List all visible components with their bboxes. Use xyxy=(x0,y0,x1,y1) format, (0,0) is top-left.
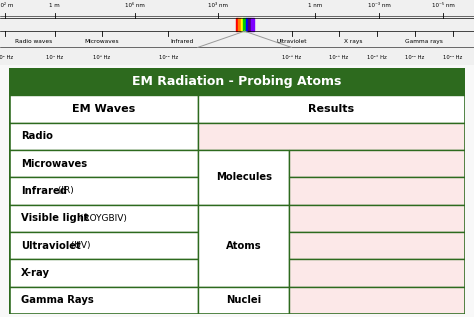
Text: Ultraviolet: Ultraviolet xyxy=(21,241,81,250)
Bar xyxy=(9,123,198,150)
Bar xyxy=(289,177,465,205)
Text: 10²⁴ Hz: 10²⁴ Hz xyxy=(443,55,462,60)
Text: Atoms: Atoms xyxy=(226,241,262,250)
Bar xyxy=(248,18,251,31)
Text: Ultraviolet: Ultraviolet xyxy=(276,39,307,44)
Bar xyxy=(289,205,465,232)
Text: Gamma rays: Gamma rays xyxy=(405,39,443,44)
Text: Molecules: Molecules xyxy=(216,172,272,182)
Bar xyxy=(198,205,289,287)
Bar xyxy=(9,177,198,205)
Text: 10² m: 10² m xyxy=(0,3,13,8)
Bar xyxy=(236,18,238,31)
Text: 10⁻⁵ nm: 10⁻⁵ nm xyxy=(432,3,455,8)
Bar xyxy=(251,18,254,31)
Text: Nuclei: Nuclei xyxy=(226,295,261,305)
Text: Microwaves: Microwaves xyxy=(84,39,119,44)
Text: 10³ nm: 10³ nm xyxy=(208,3,228,8)
Bar xyxy=(243,18,246,31)
Text: 10¹² Hz: 10¹² Hz xyxy=(159,55,178,60)
Text: Visible light: Visible light xyxy=(21,213,89,223)
Text: EM Waves: EM Waves xyxy=(72,104,136,114)
Text: Microwaves: Microwaves xyxy=(21,159,87,169)
Text: Gamma Rays: Gamma Rays xyxy=(21,295,93,305)
Bar xyxy=(289,232,465,259)
Bar xyxy=(289,150,465,177)
Text: 1 nm: 1 nm xyxy=(308,3,322,8)
Text: (UV): (UV) xyxy=(68,241,91,250)
Text: 10⁶ Hz: 10⁶ Hz xyxy=(93,55,110,60)
Bar xyxy=(289,259,465,287)
Text: 10²° Hz: 10²° Hz xyxy=(367,55,387,60)
Text: (IR): (IR) xyxy=(55,186,74,196)
Bar xyxy=(9,150,198,177)
Text: 10² Hz: 10² Hz xyxy=(0,55,13,60)
Bar xyxy=(198,150,289,205)
Text: EM Radiation - Probing Atoms: EM Radiation - Probing Atoms xyxy=(132,75,342,88)
Text: (ROYGBIV): (ROYGBIV) xyxy=(77,214,127,223)
Bar xyxy=(9,95,198,123)
Bar xyxy=(9,259,198,287)
Text: 10⁻³ nm: 10⁻³ nm xyxy=(368,3,391,8)
Text: 10⁴ Hz: 10⁴ Hz xyxy=(46,55,63,60)
Bar xyxy=(9,232,198,259)
Text: 1 m: 1 m xyxy=(49,3,60,8)
Bar xyxy=(198,287,289,314)
Bar xyxy=(198,95,465,123)
Bar xyxy=(289,287,465,314)
Text: 10²² Hz: 10²² Hz xyxy=(405,55,424,60)
Text: 10¹⁶ Hz: 10¹⁶ Hz xyxy=(282,55,301,60)
Bar xyxy=(198,123,465,150)
Text: X rays: X rays xyxy=(344,39,363,44)
Bar xyxy=(9,287,198,314)
Text: X-ray: X-ray xyxy=(21,268,50,278)
Bar xyxy=(238,18,241,31)
Text: 10⁶ nm: 10⁶ nm xyxy=(125,3,145,8)
Text: 10¹⁸ Hz: 10¹⁸ Hz xyxy=(329,55,348,60)
Text: Infrared: Infrared xyxy=(171,39,194,44)
Bar xyxy=(246,18,248,31)
Bar xyxy=(9,205,198,232)
Bar xyxy=(241,18,243,31)
Text: Infrared: Infrared xyxy=(21,186,67,196)
Text: Radio: Radio xyxy=(21,132,53,141)
Bar xyxy=(9,68,465,95)
Text: Radio waves: Radio waves xyxy=(15,39,52,44)
Text: Results: Results xyxy=(309,104,355,114)
